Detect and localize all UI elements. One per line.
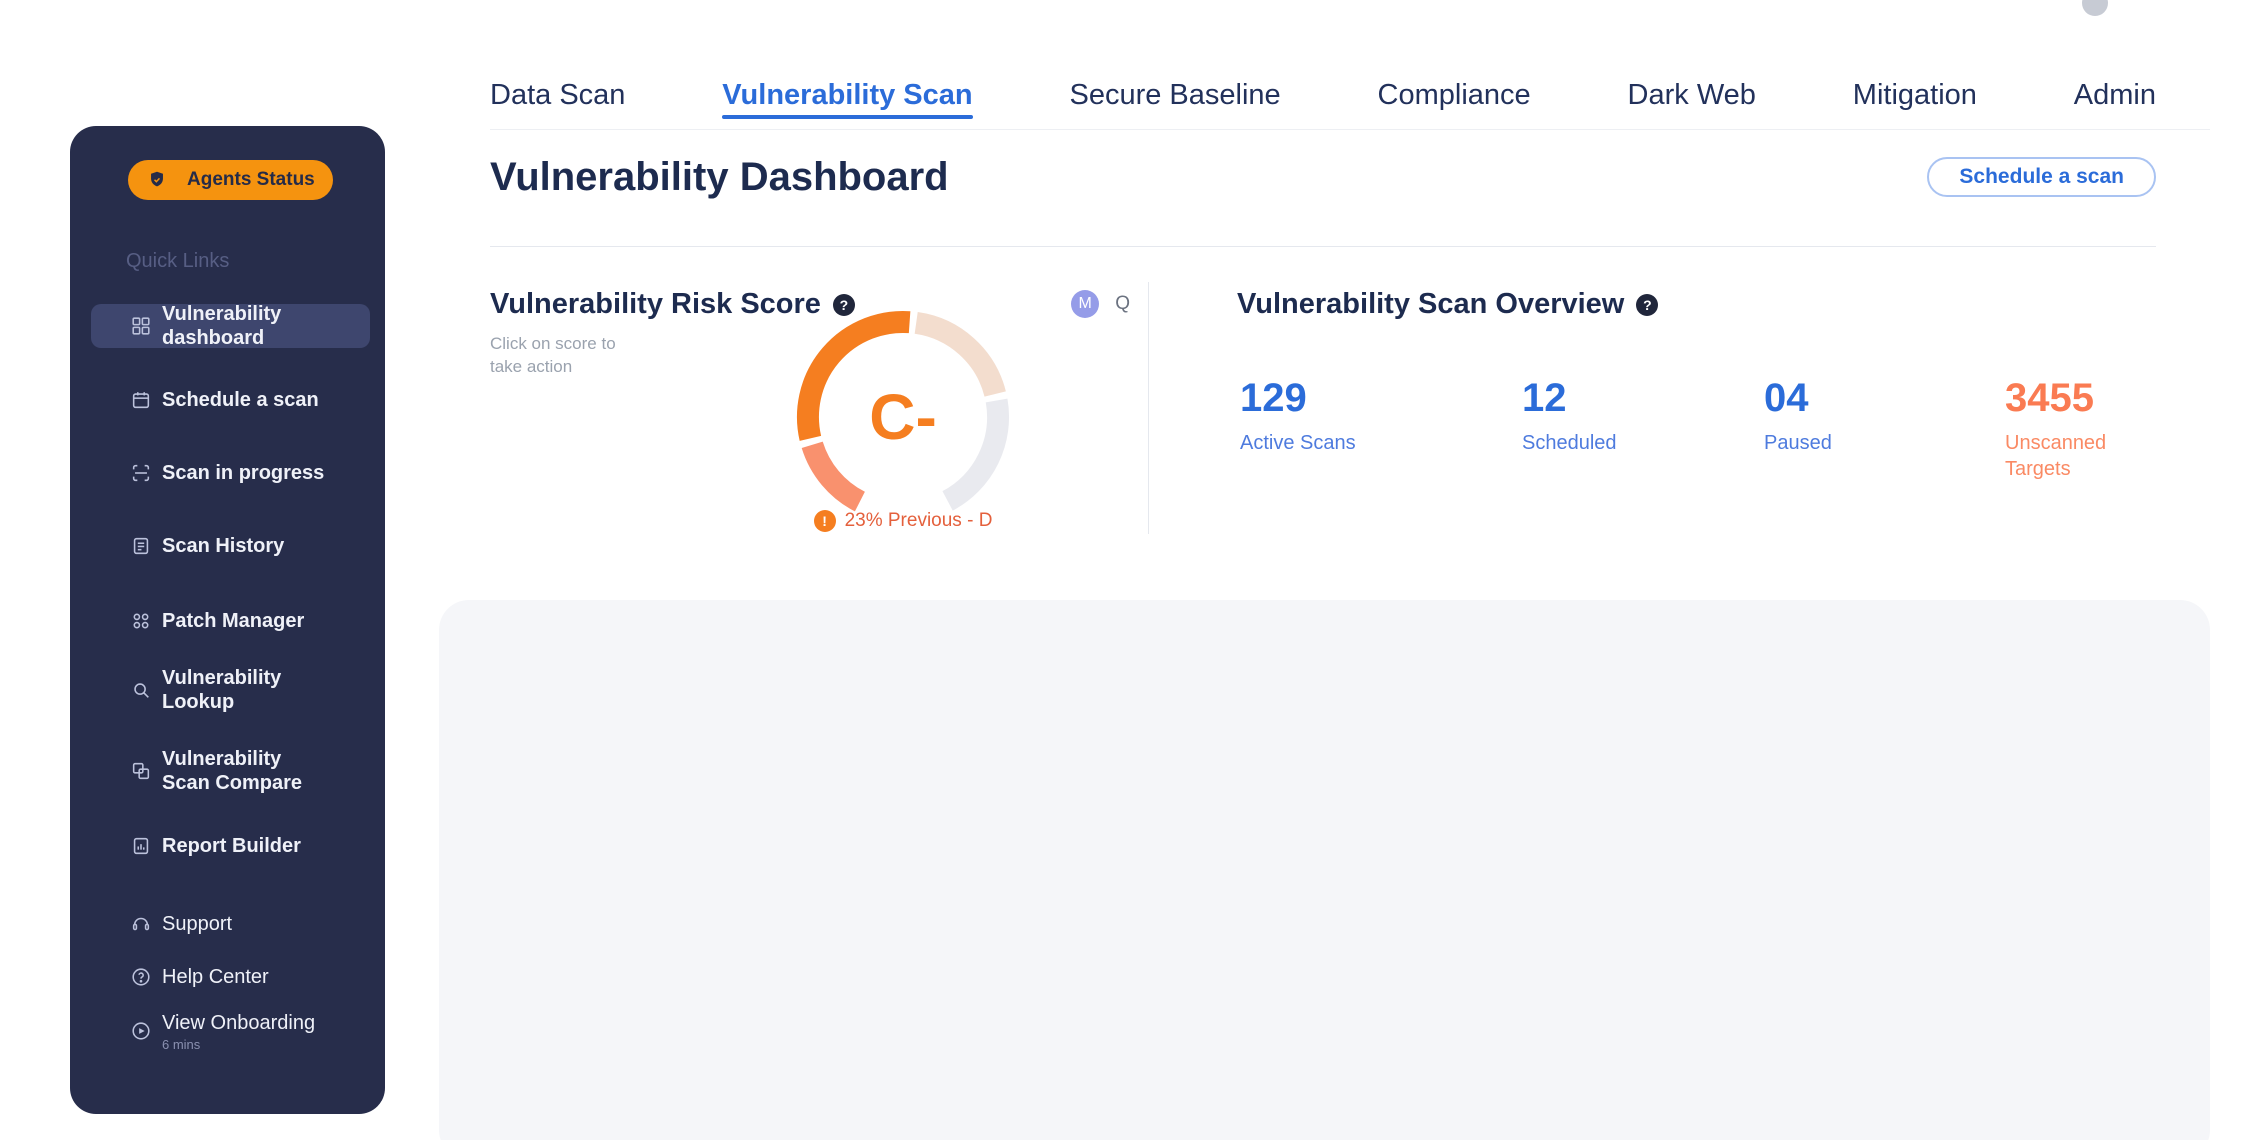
stat-label: Unscanned Targets [2005,432,2107,480]
sidebar-item-support[interactable]: Support [91,902,370,946]
nav-item-secure-baseline[interactable]: Secure Baseline [1069,79,1281,111]
sidebar-item-label: Vulnerability dashboard [162,303,282,349]
sidebar-item-label: Patch Manager [162,610,305,632]
toggle-month[interactable]: M [1071,290,1100,318]
scan-icon [130,462,152,484]
stat-scheduled: 12 Scheduled [1522,376,1722,456]
sidebar-item-label: Report Builder [162,835,301,857]
sidebar-item-vulnerability-lookup[interactable]: Vulnerability Lookup [91,667,370,713]
calendar-icon [130,389,152,411]
sidebar-item-label: Vulnerability Scan Compare [162,748,303,794]
scan-overview-title: Vulnerability Scan Overview [1237,288,1625,320]
nav-item-data-scan[interactable]: Data Scan [490,79,626,111]
question-circle-icon [130,966,152,988]
schedule-a-scan-button[interactable]: Schedule a scan [1927,157,2156,197]
dashboard-lower-section: Top 5 Vulnerability Profiles Profile Use… [439,600,2210,1140]
gauge-chart [796,310,1010,512]
stat-value: 04 [1764,376,1809,420]
report-icon [130,835,152,857]
lookup-icon [130,679,152,701]
sidebar-item-help-center[interactable]: Help Center [91,955,370,999]
sidebar-item-label: Support [162,913,233,935]
nav-item-compliance[interactable]: Compliance [1377,79,1531,111]
risk-score-title: Vulnerability Risk Score [490,288,821,320]
warning-icon [813,510,836,532]
support-icon [130,913,152,935]
sidebar-item-label: Vulnerability Lookup [162,667,282,713]
patch-icon [130,610,152,632]
agents-status-button[interactable]: Agents Status [128,160,333,200]
stat-value: 3455 [2005,376,2094,420]
help-icon[interactable] [1636,293,1659,316]
sidebar-item-scan-in-progress[interactable]: Scan in progress [91,451,370,495]
stat-label: Active Scans [1240,432,1356,454]
play-circle-icon [130,1020,152,1042]
risk-previous-text: 23% Previous - D [844,510,993,531]
risk-grade: C- [869,381,937,453]
stat-active-scans: 129 Active Scans [1240,376,1440,456]
nav-item-vulnerability-scan[interactable]: Vulnerability Scan [722,79,973,119]
risk-score-subtitle: Click on score to take action [490,334,616,376]
page-title: Vulnerability Dashboard [490,154,949,199]
user-avatar[interactable] [2082,0,2108,16]
panel-divider [1148,282,1149,534]
sidebar-item-view-onboarding[interactable]: View Onboarding 6 mins [91,1004,370,1058]
sidebar-item-patch-manager[interactable]: Patch Manager [91,599,370,643]
sidebar-item-label: Schedule a scan [162,389,319,411]
stat-value: 129 [1240,376,1307,420]
compare-icon [130,760,152,782]
nav-item-dark-web[interactable]: Dark Web [1627,79,1756,111]
stat-label: Scheduled [1522,432,1617,454]
sidebar-item-scan-history[interactable]: Scan History [91,524,370,568]
risk-score-gauge[interactable]: C- [783,297,1023,537]
risk-score-panel: Vulnerability Risk Score Click on score … [490,288,1148,558]
sidebar-item-label: Help Center [162,966,269,988]
sidebar-item-label: View Onboarding [162,1011,316,1034]
sidebar-item-schedule-a-scan[interactable]: Schedule a scan [91,378,370,422]
risk-previous-note: 23% Previous - D [783,510,1023,532]
page-header: Vulnerability Dashboard Schedule a scan [490,154,2156,200]
sidebar-item-vulnerability-scan-compare[interactable]: Vulnerability Scan Compare [91,736,370,806]
stat-value: 12 [1522,376,1567,420]
sidebar-item-label: Scan History [162,535,285,557]
stat-paused: 04 Paused [1764,376,1964,456]
dashboard-icon [130,315,152,337]
sidebar-item-sublabel: 6 mins [162,1036,201,1052]
toggle-quarter[interactable]: Q [1115,293,1130,314]
risk-period-toggles: M Q [1071,290,1130,318]
agents-status-label: Agents Status [187,169,315,190]
nav-item-mitigation[interactable]: Mitigation [1852,79,1977,111]
stat-label: Paused [1764,432,1832,454]
sidebar-item-report-builder[interactable]: Report Builder [91,824,370,868]
sidebar-item-label: Scan in progress [162,462,325,484]
header-divider [490,246,2156,247]
scan-overview-panel: Vulnerability Scan Overview 129 Active S… [1237,288,2157,558]
history-icon [130,535,152,557]
help-icon[interactable] [832,293,855,316]
top-navigation: Data Scan Vulnerability Scan Secure Base… [490,78,2210,130]
shield-icon [146,169,168,191]
sidebar: Agents Status Quick Links Vulnerability … [70,126,385,1114]
quick-links-heading: Quick Links [126,250,230,272]
sidebar-item-vulnerability-dashboard[interactable]: Vulnerability dashboard [91,303,370,349]
stat-unscanned-targets: 3455 Unscanned Targets [2005,376,2205,482]
nav-item-admin[interactable]: Admin [2073,79,2156,111]
